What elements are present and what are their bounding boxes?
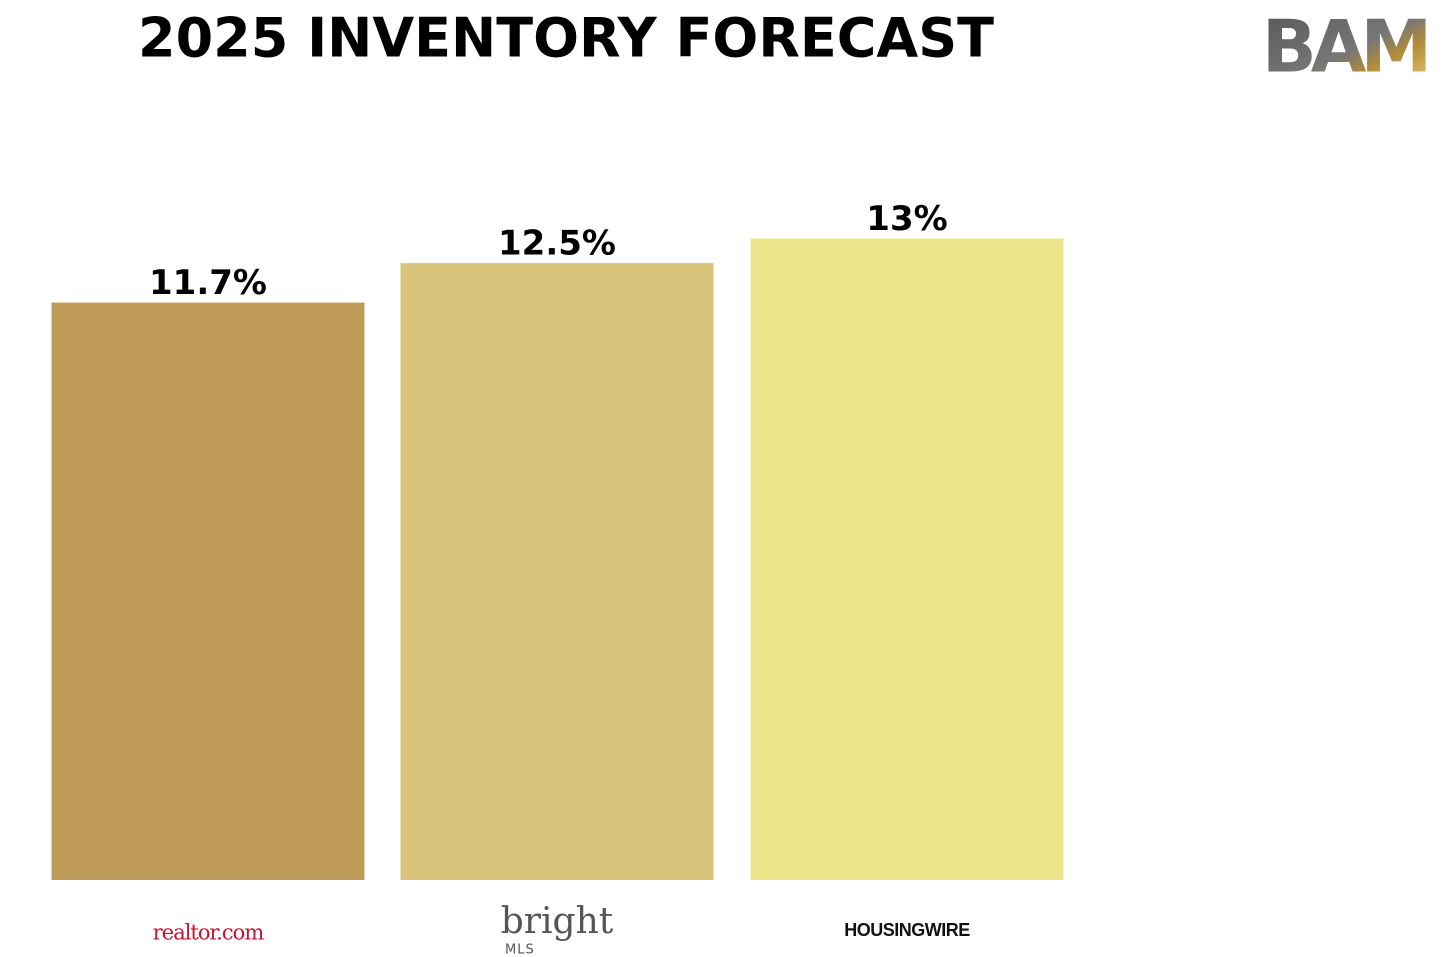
category-label: realtor.com [153, 921, 265, 945]
value-label: 11.7% [149, 263, 267, 303]
bar [51, 302, 365, 881]
category-label: bright [501, 901, 614, 942]
value-label: 13% [866, 199, 947, 239]
bar [400, 263, 714, 880]
chart-title: 2025 INVENTORY FORECAST [138, 7, 994, 70]
brand-logo: BAM [1262, 5, 1426, 89]
bar [750, 238, 1064, 880]
category-label: HOUSINGWIRE [844, 920, 970, 940]
value-label: 12.5% [498, 224, 616, 264]
category-sublabel: MLS [505, 943, 535, 957]
